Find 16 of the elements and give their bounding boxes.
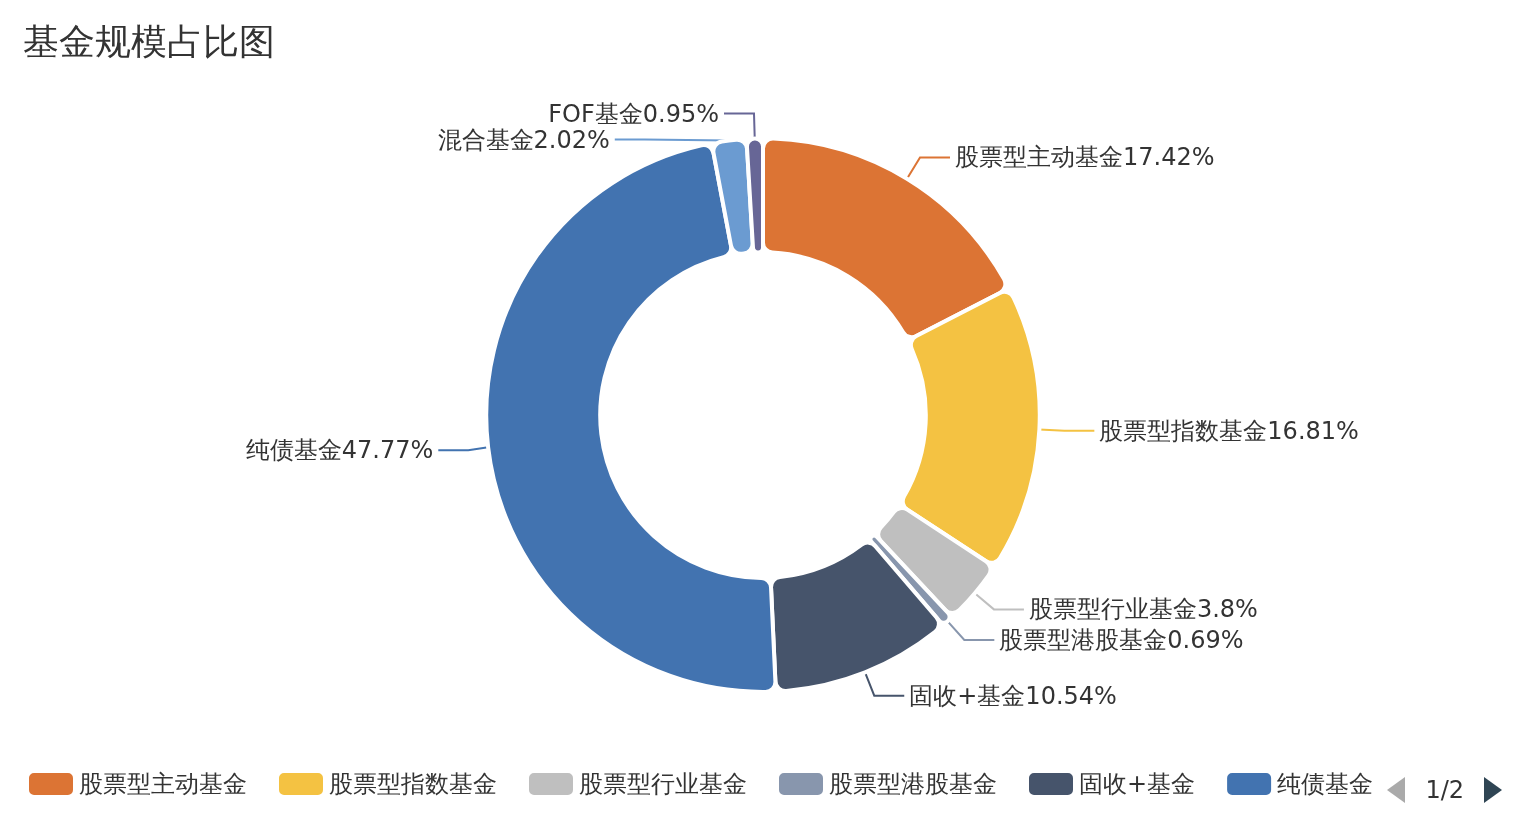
legend-label: 股票型港股基金 bbox=[829, 770, 997, 798]
chart-title: 基金规模占比图 bbox=[23, 20, 275, 62]
category-label: 股票型指数基金16.81% bbox=[1099, 416, 1359, 445]
category-label: 固收+基金10.54% bbox=[909, 681, 1117, 710]
legend-label: 纯债基金 bbox=[1277, 770, 1374, 798]
text: 1/2 bbox=[1425, 776, 1464, 804]
category-label: 股票型行业基金3.8% bbox=[1028, 595, 1258, 624]
slice-label: 混合基金2.02% bbox=[437, 125, 610, 154]
legend-label: 固收+基金 bbox=[1079, 770, 1196, 798]
category-label: 股票型主动基金17.42% bbox=[955, 143, 1215, 172]
slice-label: FOF基金0.95% bbox=[548, 99, 719, 128]
category-label: 纯债基金47.77% bbox=[245, 436, 434, 465]
category-label: 股票型港股基金0.69% bbox=[999, 625, 1244, 654]
legend-label: 股票型行业基金 bbox=[579, 770, 747, 798]
legend-label: 股票型指数基金 bbox=[329, 770, 497, 798]
legend-label: 股票型主动基金 bbox=[79, 770, 247, 798]
